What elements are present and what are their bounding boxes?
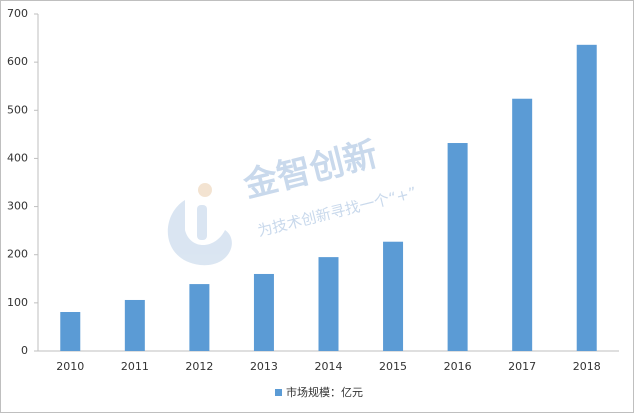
y-tick-label: 200 — [7, 248, 28, 261]
x-tick-label: 2017 — [508, 360, 536, 373]
x-tick-label: 2010 — [56, 360, 84, 373]
x-tick-label: 2013 — [250, 360, 278, 373]
legend-label: 市场规模：亿元 — [286, 385, 363, 399]
x-tick-label: 2014 — [315, 360, 343, 373]
x-tick-label: 2011 — [121, 360, 149, 373]
y-tick-label: 500 — [7, 103, 28, 116]
x-tick-label: 2016 — [444, 360, 472, 373]
bar — [60, 312, 81, 351]
y-tick-label: 0 — [21, 344, 28, 357]
y-tick-label: 400 — [7, 151, 28, 164]
x-tick-label: 2012 — [185, 360, 213, 373]
bar — [124, 299, 145, 351]
y-tick-label: 300 — [7, 200, 28, 213]
y-tick-label: 600 — [7, 55, 28, 68]
bar — [253, 273, 274, 351]
y-tick-label: 100 — [7, 296, 28, 309]
watermark-logo — [167, 183, 232, 266]
x-tick-label: 2018 — [573, 360, 601, 373]
bar — [512, 98, 533, 351]
x-tick-label: 2015 — [379, 360, 407, 373]
bar — [576, 44, 597, 351]
legend-swatch — [275, 389, 282, 396]
bar — [318, 257, 339, 351]
bar — [189, 284, 210, 351]
bar — [383, 241, 404, 351]
bar — [447, 143, 468, 351]
y-tick-label: 700 — [7, 7, 28, 20]
